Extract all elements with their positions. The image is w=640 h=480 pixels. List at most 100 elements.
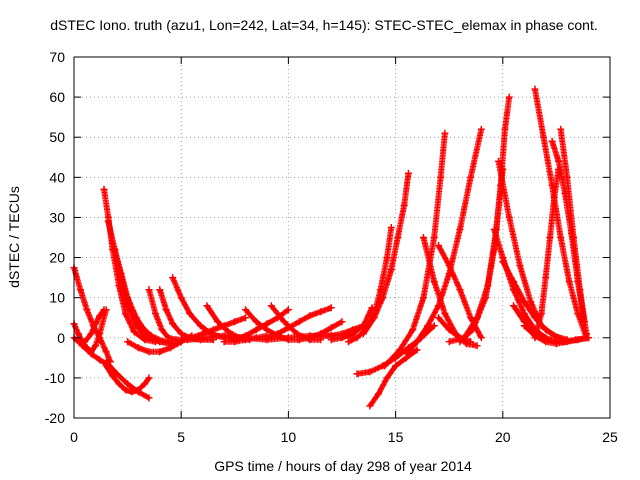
data-point	[366, 402, 374, 410]
series-fall-e	[499, 258, 563, 342]
data-point	[531, 85, 539, 93]
data-point	[263, 320, 271, 328]
data-point	[209, 326, 217, 334]
data-point	[520, 322, 528, 330]
data-point	[284, 306, 292, 314]
series-rise-b	[359, 169, 412, 338]
data-point	[145, 348, 153, 356]
data-point	[542, 338, 550, 346]
data-point	[242, 314, 250, 322]
data-point	[121, 290, 129, 298]
data-point	[419, 234, 427, 241]
series-arc-trough-a	[124, 332, 196, 356]
data-point	[203, 302, 211, 310]
data-point	[413, 338, 421, 346]
data-point	[327, 304, 335, 312]
data-point	[134, 388, 142, 396]
data-point	[151, 310, 159, 318]
axis-ticks: 0 5 10 15 20 25 -20 -10 0 10 20 30 40 50 60 70	[45, 49, 618, 445]
data-point	[124, 338, 132, 346]
data-point	[520, 298, 528, 306]
data-point	[370, 314, 378, 322]
data-point	[441, 129, 449, 137]
data-point	[445, 338, 453, 346]
data-point	[156, 286, 164, 294]
data-point	[445, 262, 453, 270]
data-point	[145, 394, 153, 402]
data-point	[510, 278, 518, 286]
data-point	[169, 320, 177, 328]
y-tick-label: 10	[49, 290, 65, 306]
series-rise-from-bottom-a	[366, 346, 421, 410]
data-point	[156, 348, 164, 356]
data-point	[402, 350, 410, 358]
data-point	[79, 342, 87, 350]
y-tick-label: -20	[45, 410, 65, 426]
data-point	[317, 308, 325, 316]
data-point	[130, 328, 138, 336]
data-point	[387, 266, 395, 274]
data-point	[338, 318, 346, 326]
data-point	[542, 326, 550, 334]
data-point	[467, 338, 475, 346]
data-point	[76, 286, 84, 294]
data-point	[83, 306, 91, 314]
data-point	[379, 294, 387, 302]
data-point	[550, 193, 558, 201]
data-point	[220, 338, 228, 346]
data-point	[263, 326, 271, 334]
chart-title: dSTEC Iono. truth (azu1, Lon=242, Lat=34…	[50, 17, 597, 33]
data-point	[121, 310, 129, 318]
data-point	[542, 274, 550, 282]
data-point	[231, 318, 239, 326]
data-point	[220, 332, 228, 340]
data-point	[164, 334, 172, 342]
data-point	[306, 332, 314, 340]
y-tick-label: 30	[49, 209, 65, 225]
data-point	[383, 254, 391, 262]
data-point	[214, 318, 222, 326]
data-point	[467, 173, 475, 181]
data-point	[505, 213, 513, 221]
data-point	[383, 374, 391, 382]
data-point	[263, 336, 271, 344]
data-point	[115, 266, 123, 274]
series-arc-early-d	[81, 306, 108, 346]
data-point	[145, 286, 153, 294]
data-point	[96, 334, 104, 342]
series-arc-dip-b	[102, 358, 153, 402]
x-tick-label: 10	[281, 429, 297, 445]
data-point	[394, 234, 402, 241]
data-point	[477, 125, 485, 133]
data-point	[419, 294, 427, 302]
data-point	[96, 356, 104, 364]
data-point	[87, 330, 95, 338]
data-point	[527, 298, 535, 306]
data-point	[100, 306, 108, 314]
data-point	[104, 217, 112, 225]
data-point	[552, 340, 560, 348]
data-point	[199, 334, 207, 342]
y-tick-label: 60	[49, 89, 65, 105]
series-peak-late-c	[548, 137, 588, 326]
data-point	[387, 223, 395, 231]
data-point	[145, 374, 153, 382]
plot-frame	[73, 56, 611, 419]
data-point	[186, 310, 194, 318]
data-point	[344, 338, 352, 346]
data-point	[134, 344, 142, 352]
x-tick-label: 20	[495, 429, 511, 445]
y-axis-label: dSTEC / TECUs	[6, 186, 22, 288]
data-point	[280, 318, 288, 326]
y-tick-label: 40	[49, 169, 65, 185]
data-point	[430, 322, 438, 330]
y-tick-label: 0	[57, 330, 65, 346]
data-point	[430, 278, 438, 286]
data-point	[327, 324, 335, 332]
data-point	[377, 286, 385, 294]
data-point	[115, 380, 123, 388]
data-point	[445, 326, 453, 334]
data-point	[456, 225, 464, 233]
